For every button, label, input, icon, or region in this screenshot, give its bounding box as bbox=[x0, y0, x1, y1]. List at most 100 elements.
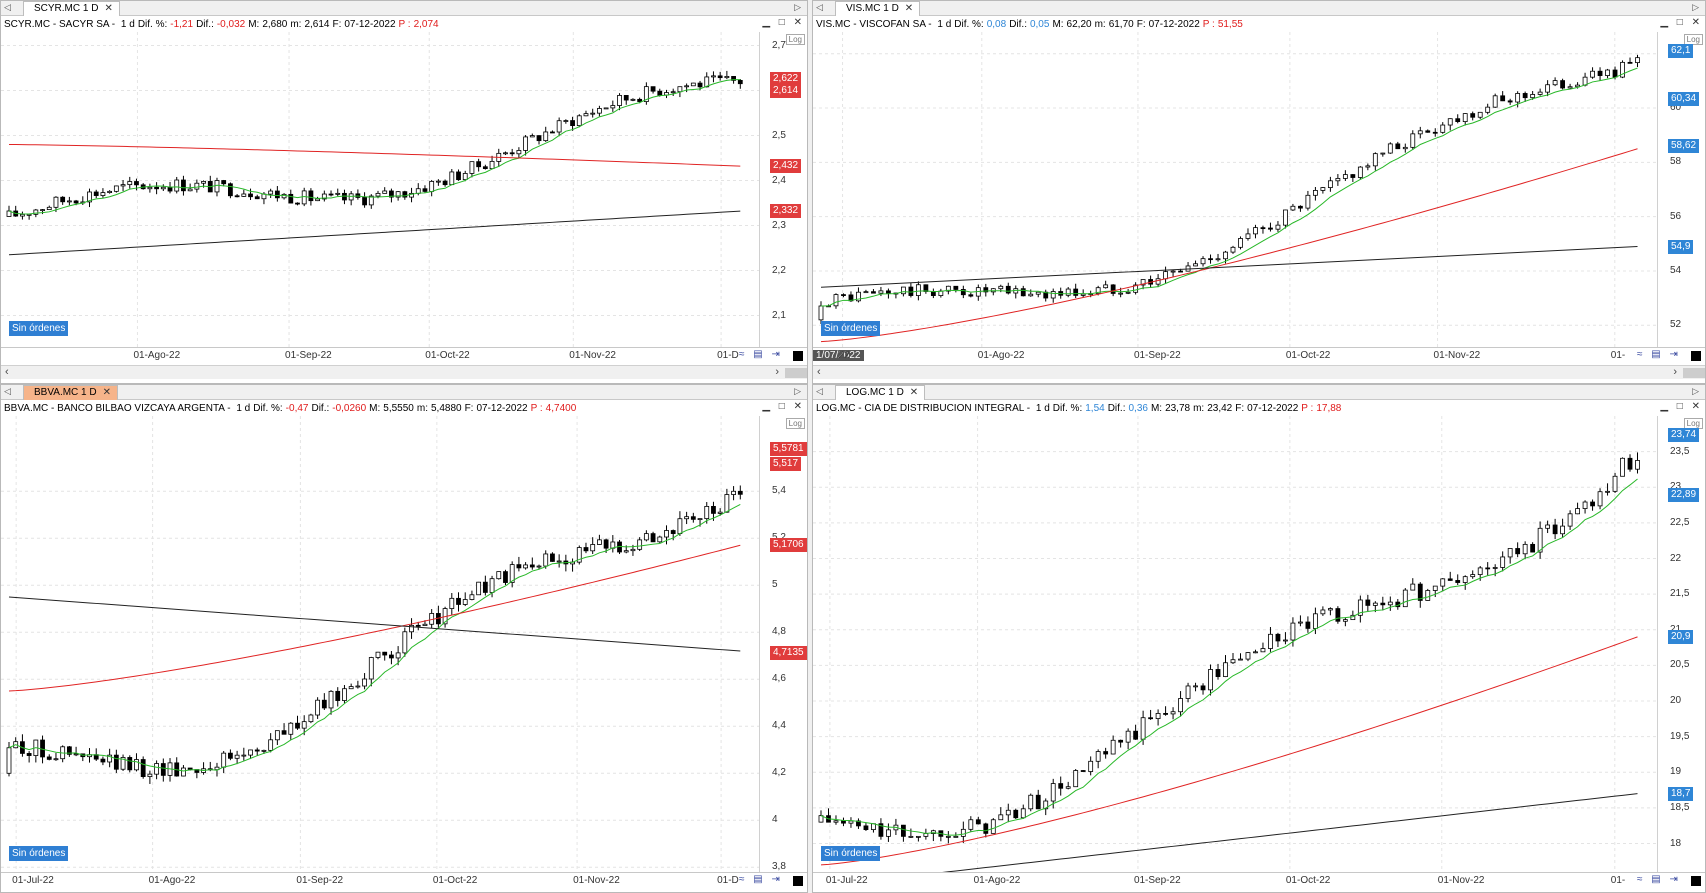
chart-tools-icon[interactable]: ≈ ▤ ⇥ bbox=[739, 874, 783, 885]
horizontal-scrollbar[interactable]: ‹ › bbox=[1, 365, 807, 379]
candle bbox=[841, 817, 846, 827]
candle bbox=[288, 722, 294, 740]
candle bbox=[46, 754, 52, 761]
low-label: m: bbox=[416, 403, 428, 414]
window-controls-icon[interactable]: ▁ □ ✕ bbox=[1660, 17, 1703, 28]
nav-prev-icon[interactable]: ◁ bbox=[4, 386, 11, 396]
nav-next-icon[interactable]: ▷ bbox=[1692, 2, 1699, 12]
candle bbox=[147, 183, 153, 193]
window-controls-icon[interactable]: ▁ □ ✕ bbox=[762, 401, 805, 412]
candle bbox=[1253, 649, 1258, 654]
price-chart[interactable] bbox=[1, 416, 759, 872]
chart-tools-icon[interactable]: ≈ ▤ ⇥ bbox=[1637, 349, 1681, 360]
nav-prev-icon[interactable]: ◁ bbox=[816, 2, 823, 12]
nav-prev-icon[interactable]: ◁ bbox=[816, 386, 823, 396]
candle bbox=[1073, 283, 1079, 299]
candle bbox=[254, 194, 260, 200]
orders-badge[interactable]: Sin órdenes bbox=[821, 846, 881, 861]
candle bbox=[1470, 570, 1476, 579]
nav-prev-icon[interactable]: ◁ bbox=[4, 2, 11, 12]
scroll-right-icon[interactable]: › bbox=[1673, 366, 1677, 378]
tab-close-icon[interactable]: ✕ bbox=[904, 3, 914, 14]
horizontal-scrollbar[interactable]: ‹ › bbox=[813, 365, 1705, 379]
candle bbox=[496, 148, 502, 167]
candle bbox=[1312, 186, 1318, 201]
candle bbox=[1043, 798, 1049, 816]
candle bbox=[113, 749, 119, 773]
chart-pane-log: ◁ LOG.MC 1 D ✕ ▷ LOG.MC - CIA DE DISTRIBUCIO… bbox=[812, 384, 1706, 893]
nav-next-icon[interactable]: ▷ bbox=[794, 386, 801, 396]
price-axis[interactable]: Log23,52322,52221,52120,52019,51918,5182… bbox=[1657, 416, 1705, 872]
tab-chart[interactable]: LOG.MC 1 D ✕ bbox=[835, 385, 926, 400]
orders-badge[interactable]: Sin órdenes bbox=[9, 321, 69, 336]
tab-close-icon[interactable]: ✕ bbox=[104, 3, 113, 14]
orders-badge[interactable]: Sin órdenes bbox=[9, 846, 69, 861]
candle bbox=[1110, 284, 1116, 297]
candle bbox=[482, 575, 488, 596]
candle bbox=[1620, 60, 1625, 79]
date-tick-label: 01-Jul-22 bbox=[12, 875, 54, 886]
candle bbox=[154, 760, 160, 780]
candle bbox=[1455, 574, 1461, 586]
candle bbox=[1605, 68, 1610, 79]
candle bbox=[637, 537, 643, 552]
price-tick-label: 20 bbox=[1670, 695, 1682, 706]
color-square-icon[interactable] bbox=[1691, 876, 1701, 886]
price-tick-label: 3,8 bbox=[772, 861, 786, 873]
date-axis[interactable]: 01-Ago-22 01-Sep-22 01-Oct-22 01-Nov-22 01-D… bbox=[1, 347, 807, 363]
tab-close-icon[interactable]: ✕ bbox=[102, 387, 111, 398]
candle bbox=[863, 823, 869, 831]
tab-chart[interactable]: BBVA.MC 1 D ✕ bbox=[23, 385, 118, 400]
scroll-thumb[interactable] bbox=[1683, 368, 1705, 378]
scroll-left-icon[interactable]: ‹ bbox=[817, 366, 821, 378]
candle bbox=[389, 188, 394, 203]
color-square-icon[interactable] bbox=[793, 351, 803, 361]
candle bbox=[1567, 510, 1573, 530]
date-axis[interactable]: 1/07/2022 22 01-Ago-22 01-Sep-22 01-Oct-22 01… bbox=[813, 347, 1705, 363]
date-tick-label: 01-D bbox=[717, 350, 739, 361]
color-square-icon[interactable] bbox=[793, 876, 803, 886]
log-scale-toggle[interactable]: Log bbox=[785, 34, 805, 45]
date-axis[interactable]: 01-Jul-22 01-Ago-22 01-Sep-22 01-Oct-22 01-N… bbox=[813, 872, 1705, 888]
price-chart[interactable] bbox=[813, 416, 1657, 872]
log-scale-toggle[interactable]: Log bbox=[785, 418, 805, 429]
color-square-icon[interactable] bbox=[1691, 351, 1701, 361]
date-tick-label: 01-Sep-22 bbox=[285, 350, 332, 361]
candle bbox=[382, 187, 388, 194]
price-tick-label: 22,5 bbox=[1670, 516, 1690, 528]
candle bbox=[938, 830, 944, 842]
chart-tools-icon[interactable]: ≈ ▤ ⇥ bbox=[739, 349, 783, 360]
sma-long-line bbox=[820, 246, 1638, 288]
price-axis[interactable]: Log2,72,62,52,42,32,22,12,6222,6142,4322… bbox=[759, 32, 807, 347]
dif-label: Dif.: bbox=[1009, 19, 1027, 30]
price-tick-label: 21,5 bbox=[1670, 588, 1690, 600]
window-controls-icon[interactable]: ▁ □ ✕ bbox=[1660, 401, 1703, 412]
candle bbox=[503, 569, 508, 586]
tab-chart[interactable]: VIS.MC 1 D ✕ bbox=[835, 1, 921, 16]
candle bbox=[1342, 617, 1348, 627]
candle bbox=[107, 748, 113, 768]
tab-close-icon[interactable]: ✕ bbox=[909, 387, 919, 398]
price-chart[interactable] bbox=[813, 32, 1657, 347]
nav-next-icon[interactable]: ▷ bbox=[1692, 386, 1699, 396]
candle bbox=[73, 746, 79, 757]
low-value: 5,4880 bbox=[430, 403, 462, 414]
scroll-right-icon[interactable]: › bbox=[775, 366, 779, 378]
price-chart[interactable] bbox=[1, 32, 759, 347]
candle bbox=[818, 810, 824, 823]
date-axis[interactable]: 01-Jul-22 01-Ago-22 01-Sep-22 01-Oct-22 01-N… bbox=[1, 872, 807, 888]
candle bbox=[268, 733, 274, 753]
p-label: P : bbox=[530, 403, 543, 414]
scroll-thumb[interactable] bbox=[785, 368, 807, 378]
nav-next-icon[interactable]: ▷ bbox=[794, 2, 801, 12]
tab-chart[interactable]: SCYR.MC 1 D ✕ bbox=[23, 1, 120, 16]
price-tick-label: 5,2 bbox=[772, 532, 786, 543]
chart-tools-icon[interactable]: ≈ ▤ ⇥ bbox=[1637, 874, 1681, 885]
candle bbox=[274, 186, 280, 202]
orders-badge[interactable]: Sin órdenes bbox=[821, 321, 881, 336]
window-controls-icon[interactable]: ▁ □ ✕ bbox=[762, 17, 805, 28]
scroll-left-icon[interactable]: ‹ bbox=[5, 366, 9, 378]
candle bbox=[1515, 91, 1521, 108]
